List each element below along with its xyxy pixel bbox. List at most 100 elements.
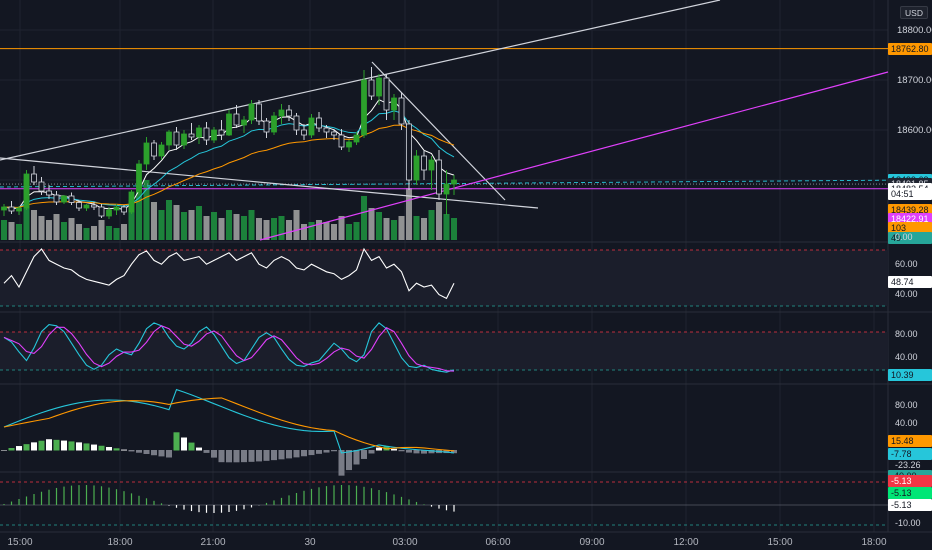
volume-bar [188,210,195,240]
candle-body [361,79,367,136]
pmo-histogram-bar [301,450,307,457]
pmo-histogram-bar [61,440,67,451]
candle-body [398,97,405,125]
volume-bar [271,218,277,240]
volume-bar [346,224,352,240]
pmo-histogram-bar [203,450,210,453]
currency-button[interactable]: USD [900,6,928,19]
volume-bar [323,222,330,240]
price-axis[interactable]: 18800.00 18700.00 18600.00 [897,25,932,136]
stoch-value-tag: 10.39 [888,369,932,381]
candle-body [196,127,202,138]
volume-bar [241,216,247,240]
candle-body [68,195,75,203]
time-axis-label: 06:00 [485,537,510,548]
candle-body [436,159,442,195]
candle-body [188,133,195,138]
pmo-histogram-bar [181,437,187,451]
volume-bar [151,202,157,240]
pmo-axis-label: 40.00 [895,418,918,428]
stoch-d-line [3,325,455,372]
pmo-histogram-bar [173,432,180,451]
upper-trend-line [0,0,721,161]
candle-body [23,173,30,209]
price-axis-label: 18700.00 [897,75,932,86]
volume-bar [113,228,120,240]
pmo-histogram-bar [376,447,382,451]
volume-bar [278,216,285,240]
volume-bar [83,228,90,240]
candle-body [76,202,82,209]
oscillator-value-tag: -5.13 [888,499,932,511]
volume-bar [428,210,435,240]
volume-bar [16,224,22,240]
price-axis-label: 18600.00 [897,125,932,136]
volume-bar [91,226,97,240]
price-pane[interactable] [0,0,889,241]
pmo-value-tag: -7.78 [888,448,932,460]
candle-body [203,127,210,141]
volume-bar [1,220,7,240]
pmo-histogram-bar [211,450,217,458]
candle-body [376,77,382,97]
pmo-histogram-bar [278,450,285,460]
pmo-histogram-bar [151,450,157,456]
magenta-channel-line [259,71,889,241]
volume-bar [338,216,345,240]
pmo-histogram-bar [196,447,202,451]
volume-bar [383,218,390,240]
pmo-histogram-bar [391,448,397,451]
volume-tag: 49 [888,232,932,244]
price-tag: 18762.80 [888,42,932,55]
stoch-band [0,332,888,370]
rsi-axis-label: 60.00 [895,259,918,269]
candle-body [151,142,157,157]
time-axis-label: 30 [304,537,316,548]
volume-bar [376,212,382,240]
time-axis-label: 09:00 [579,537,604,548]
pmo-histogram-bar [1,450,7,451]
candle-body [173,131,180,146]
oscillator-value-tag: -10.00 [895,518,921,528]
candle-body [301,129,307,136]
pmo-histogram-bar [248,450,255,462]
volume-bar [181,212,187,240]
pmo-histogram-bar [256,450,262,462]
pmo-histogram-bar [271,450,277,461]
pmo-signal-line [3,397,455,452]
candle-body [91,204,97,208]
candle-body [31,173,37,183]
volume-bar [413,216,420,240]
volume-bar [316,220,322,240]
candle-body [406,123,412,181]
candle-body [226,113,232,136]
candle-body [106,209,112,217]
oscillator-value-tag: -5.13 [888,475,932,487]
volume-bar [308,222,315,240]
candle-body [323,127,330,133]
stoch-axis-label: 40.00 [895,352,918,362]
pmo-histogram-bar [421,450,427,454]
volume-bar [166,200,172,240]
pmo-histogram-bar [263,450,270,461]
pmo-histogram-bar [286,450,292,459]
volume-bar [196,206,202,240]
volume-bar [398,216,405,240]
time-axis-label: 15:00 [767,537,792,548]
volume-tag: 0.00 [895,232,913,242]
candle-body [1,206,7,211]
volume-bar [301,224,307,240]
volume-bar [436,202,442,240]
candle-body [286,109,292,117]
pmo-histogram-bar [136,450,142,453]
pmo-histogram-bar [188,442,195,451]
pmo-histogram-bar [316,450,322,454]
pmo-histogram-bar [368,450,375,454]
candle-body [413,155,420,181]
stoch-k-line [3,322,455,373]
pmo-histogram-bar [106,447,112,451]
pmo-histogram-bar [361,450,367,459]
time-axis[interactable]: 15:00 18:00 21:00 30 03:00 06:00 09:00 12:00 15:… [7,537,886,548]
volume-bar [226,210,232,240]
